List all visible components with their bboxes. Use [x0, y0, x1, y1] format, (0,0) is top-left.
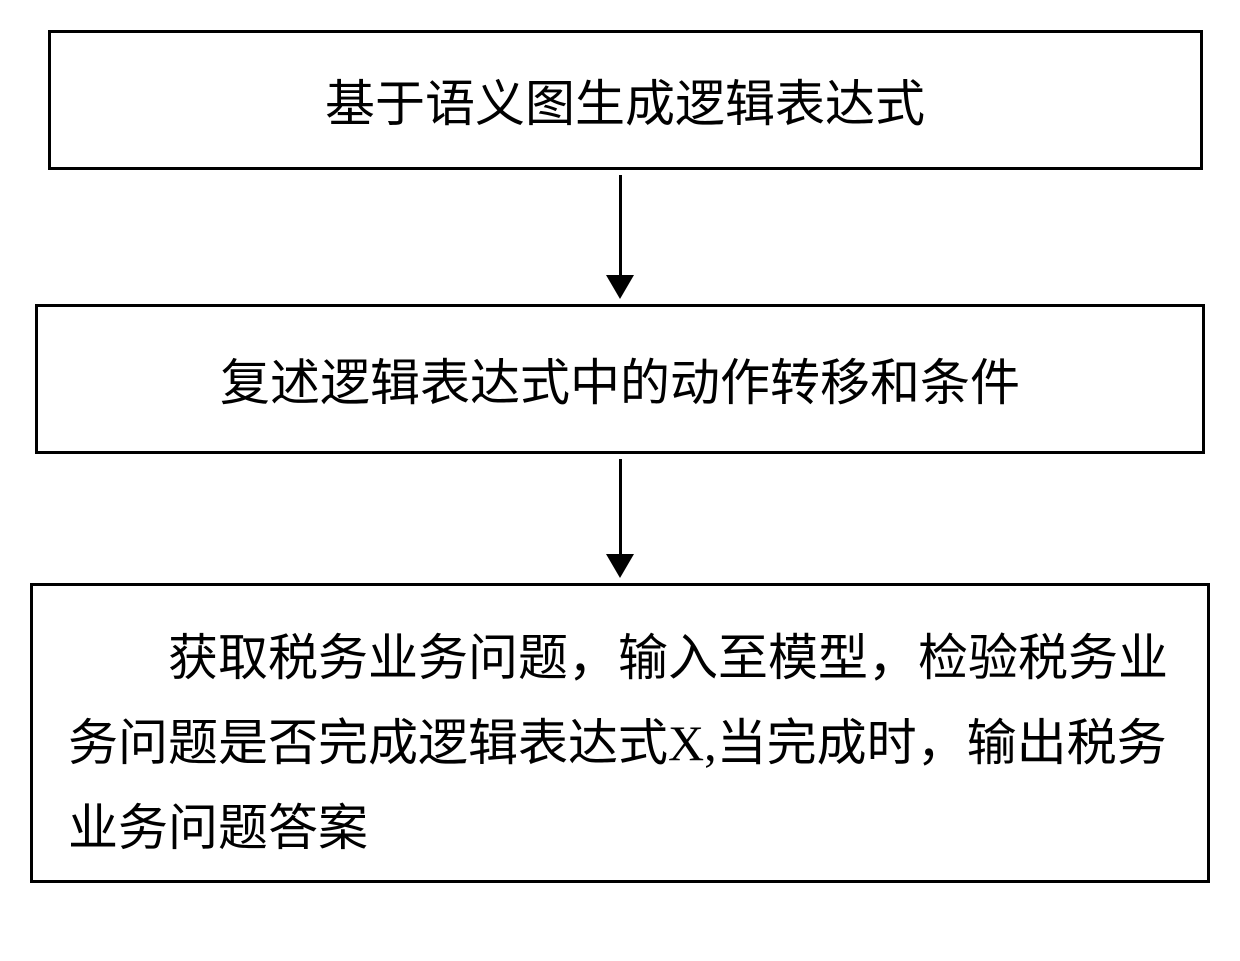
arrow-1-head [606, 275, 634, 299]
arrow-2-line [619, 459, 622, 554]
node-3-text: 获取税务业务问题，输入至模型，检验税务业务问题是否完成逻辑表达式X,当完成时，输… [68, 616, 1172, 871]
arrow-2-head [606, 554, 634, 578]
arrow-1-line [619, 175, 622, 275]
node-1-text: 基于语义图生成逻辑表达式 [325, 64, 925, 136]
flowchart-node-1: 基于语义图生成逻辑表达式 [48, 30, 1203, 170]
arrow-2 [606, 459, 634, 578]
flowchart-node-2: 复述逻辑表达式中的动作转移和条件 [35, 304, 1205, 454]
arrow-1 [606, 175, 634, 299]
node-2-text: 复述逻辑表达式中的动作转移和条件 [220, 343, 1020, 415]
flowchart-container: 基于语义图生成逻辑表达式 复述逻辑表达式中的动作转移和条件 获取税务业务问题，输… [30, 30, 1210, 883]
flowchart-node-3: 获取税务业务问题，输入至模型，检验税务业务问题是否完成逻辑表达式X,当完成时，输… [30, 583, 1210, 883]
